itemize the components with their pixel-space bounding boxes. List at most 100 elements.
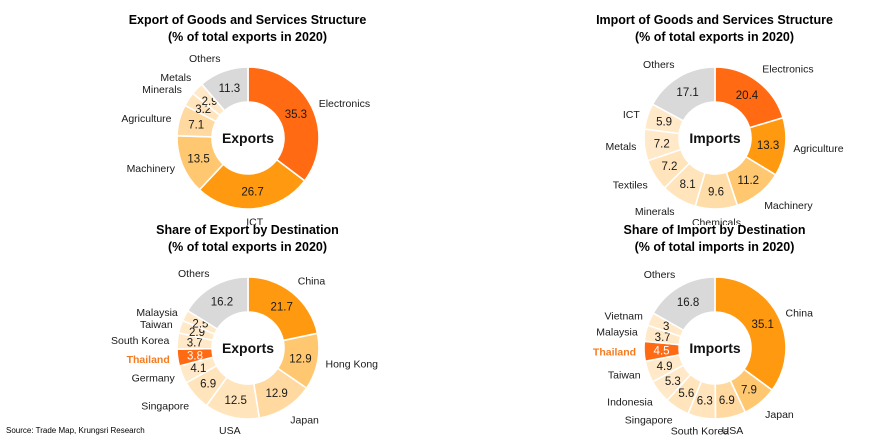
chart-title-line: Share of Import by Destination (623, 223, 806, 237)
value-label-germany: 4.1 (190, 363, 206, 375)
value-label-thailand: 3.8 (187, 350, 203, 362)
category-label-textiles: Textiles (613, 179, 648, 191)
chart-subtitle: (% of total exports in 2020) (634, 30, 795, 44)
value-label-textiles: 7.2 (661, 161, 677, 173)
donut-chart-export-destination: 21.7 China 12.9 Hong Kong 12.9 Japan 12.5 USA 6.… (111, 268, 378, 435)
category-label-germany: Germany (132, 373, 176, 385)
value-label-vietnam: 3 (663, 321, 669, 333)
category-label-others: Others (178, 268, 210, 280)
category-label-south-korea: South Korea (671, 426, 730, 435)
chart-title: Export of Goods and Services Structure (… (30, 12, 465, 46)
slice-others (652, 276, 716, 332)
value-label-machinery: 13.5 (187, 153, 209, 165)
value-label-minerals: 3.2 (195, 104, 211, 116)
category-label-china: China (786, 307, 814, 319)
value-label-electronics: 20.4 (736, 90, 759, 102)
value-label-south-korea: 3.7 (187, 338, 203, 350)
donut-chart-import-structure: 20.4 Electronics 13.3 Agriculture 11.2 Machin… (605, 59, 843, 225)
chart-subtitle: (% of total exports in 2020) (167, 240, 328, 254)
value-label-chemicals: 9.6 (708, 186, 724, 198)
value-label-hong-kong: 12.9 (289, 353, 311, 365)
source-note: Source: Trade Map, Krungsri Research (6, 426, 145, 435)
value-label-others: 17.1 (676, 87, 698, 99)
slice-electronics (247, 66, 320, 182)
value-label-japan: 7.9 (741, 384, 757, 396)
category-label-taiwan: Taiwan (608, 370, 641, 382)
value-label-minerals: 8.1 (680, 179, 696, 191)
value-label-ict: 5.9 (656, 117, 672, 129)
value-label-usa: 12.5 (224, 395, 246, 407)
category-label-singapore: Singapore (141, 401, 189, 413)
category-label-singapore: Singapore (625, 415, 673, 427)
category-label-machinery: Machinery (764, 200, 813, 212)
value-label-usa: 6.9 (719, 395, 735, 407)
category-label-others: Others (189, 53, 221, 65)
category-label-chemicals: Chemicals (692, 217, 741, 225)
category-label-agriculture: Agriculture (121, 113, 171, 125)
category-label-japan: Japan (765, 409, 794, 421)
value-label-taiwan: 2.9 (189, 327, 205, 339)
category-label-machinery: Machinery (127, 163, 176, 175)
category-label-thailand: Thailand (593, 347, 636, 359)
value-label-agriculture: 7.1 (188, 120, 204, 132)
category-label-usa: USA (219, 425, 241, 435)
center-label: Imports (689, 340, 741, 356)
value-label-machinery: 11.2 (738, 175, 760, 187)
category-label-hong-kong: Hong Kong (325, 358, 378, 370)
value-label-japan: 12.9 (265, 388, 287, 400)
chart-subtitle: (% of total exports in 2020) (167, 30, 328, 44)
category-label-others: Others (643, 59, 675, 71)
category-label-electronics: Electronics (319, 98, 370, 110)
category-label-metals: Metals (160, 72, 191, 84)
category-label-indonesia: Indonesia (607, 397, 653, 409)
slice-others (200, 66, 249, 112)
value-label-south-korea: 6.3 (697, 396, 713, 408)
chart-title: Import of Goods and Services Structure (… (497, 12, 870, 46)
value-label-indonesia: 5.3 (665, 376, 681, 388)
center-label: Imports (689, 130, 741, 146)
value-label-china: 21.7 (270, 301, 292, 313)
value-label-others: 16.2 (211, 296, 233, 308)
value-label-others: 16.8 (677, 297, 699, 309)
chart-title-line: Share of Export by Destination (156, 223, 339, 237)
value-label-singapore: 5.6 (678, 388, 694, 400)
category-label-minerals: Minerals (142, 84, 182, 96)
category-label-minerals: Minerals (635, 206, 675, 218)
category-label-others: Others (644, 269, 676, 281)
category-label-metals: Metals (605, 141, 636, 153)
value-label-ict: 26.7 (241, 186, 263, 198)
slice-others (186, 276, 249, 331)
category-label-taiwan: Taiwan (140, 319, 173, 331)
category-label-malaysia: Malaysia (136, 307, 178, 319)
category-label-thailand: Thailand (127, 354, 170, 366)
category-label-vietnam: Vietnam (605, 311, 644, 323)
chart-title-line: Import of Goods and Services Structure (596, 13, 833, 27)
chart-subtitle: (% of total imports in 2020) (634, 240, 795, 254)
category-label-usa: USA (722, 425, 744, 435)
category-label-japan: Japan (290, 415, 319, 427)
chart-title-line: Export of Goods and Services Structure (128, 13, 367, 27)
value-label-taiwan: 4.9 (657, 361, 673, 373)
chart-title: Share of Import by Destination (% of tot… (497, 222, 870, 256)
value-label-china: 35.1 (752, 319, 774, 331)
chart-panel-export-structure: Export of Goods and Services Structure (… (30, 10, 465, 225)
chart-panel-export-destination: Share of Export by Destination (% of tot… (30, 220, 465, 435)
value-label-others: 11.3 (219, 83, 241, 95)
value-label-electronics: 35.3 (285, 109, 307, 121)
value-label-agriculture: 13.3 (757, 140, 779, 152)
value-label-malaysia: 3.7 (655, 332, 671, 344)
category-label-agriculture: Agriculture (793, 143, 843, 155)
chart-title: Share of Export by Destination (% of tot… (30, 222, 465, 256)
value-label-singapore: 6.9 (200, 379, 216, 391)
category-label-electronics: Electronics (762, 64, 813, 76)
chart-panel-import-structure: Import of Goods and Services Structure (… (497, 10, 870, 225)
center-label: Exports (222, 130, 274, 146)
category-label-south-korea: South Korea (111, 335, 170, 347)
category-label-china: China (298, 276, 326, 288)
donut-chart-export-structure: 35.3 Electronics 26.7 ICT 13.5 Machinery 7.1 Ag… (121, 53, 370, 225)
chart-panel-import-destination: Share of Import by Destination (% of tot… (497, 220, 870, 435)
category-label-ict: ICT (623, 109, 641, 121)
value-label-metals: 7.2 (654, 138, 670, 150)
slice-china (714, 276, 787, 392)
center-label: Exports (222, 340, 274, 356)
